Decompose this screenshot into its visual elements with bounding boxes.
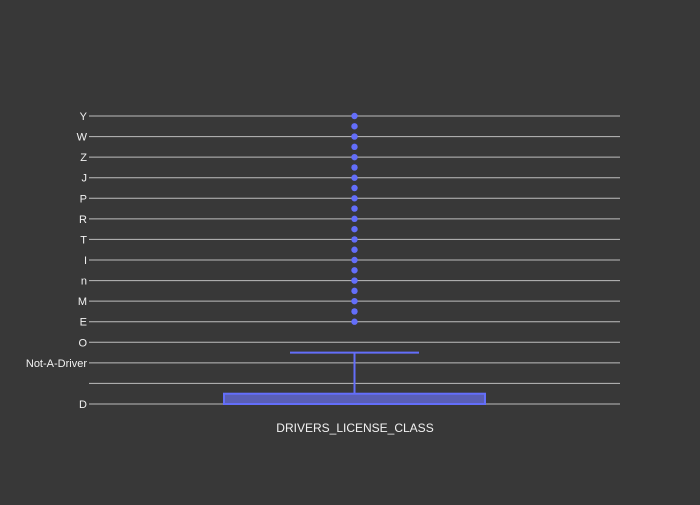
y-tick-label: Z (80, 152, 87, 164)
y-tick-label: M (78, 296, 87, 308)
outlier-point (351, 236, 358, 243)
outlier-point (351, 112, 358, 120)
y-tick-label: n (81, 276, 87, 288)
outlier-point (351, 308, 358, 315)
y-tick-label: Y (80, 111, 88, 123)
outlier-point (351, 318, 358, 325)
box-series (223, 351, 486, 406)
y-tick-label: E (80, 317, 87, 329)
outlier-point (351, 153, 358, 161)
outlier-point (351, 297, 358, 305)
outlier-point (351, 133, 358, 140)
outlier-point (351, 123, 358, 130)
y-tick-label: I (84, 255, 87, 267)
outlier-point (351, 195, 358, 202)
outlier-point (351, 215, 358, 223)
box-iqr (223, 392, 486, 406)
outlier-point (351, 143, 358, 151)
y-tick-label: Not-A-Driver (26, 358, 87, 370)
outlier-point (351, 256, 358, 264)
y-tick-label: T (80, 234, 87, 246)
y-tick-label: O (78, 337, 87, 349)
outlier-points (351, 112, 358, 325)
outlier-point (351, 246, 358, 253)
outlier-point (351, 287, 358, 295)
outlier-point (351, 277, 358, 284)
y-tick-label: W (77, 132, 88, 144)
y-tick-label: D (79, 399, 87, 411)
outlier-point (351, 184, 358, 192)
x-axis-title: DRIVERS_LICENSE_CLASS (276, 421, 433, 435)
outlier-point (351, 205, 358, 212)
y-tick-label: J (82, 173, 88, 185)
y-tick-label: R (79, 214, 87, 226)
outlier-point (351, 267, 358, 274)
y-tick-label: P (80, 193, 87, 205)
outlier-point (351, 174, 358, 181)
outlier-point (351, 225, 358, 233)
outlier-point (351, 164, 358, 171)
